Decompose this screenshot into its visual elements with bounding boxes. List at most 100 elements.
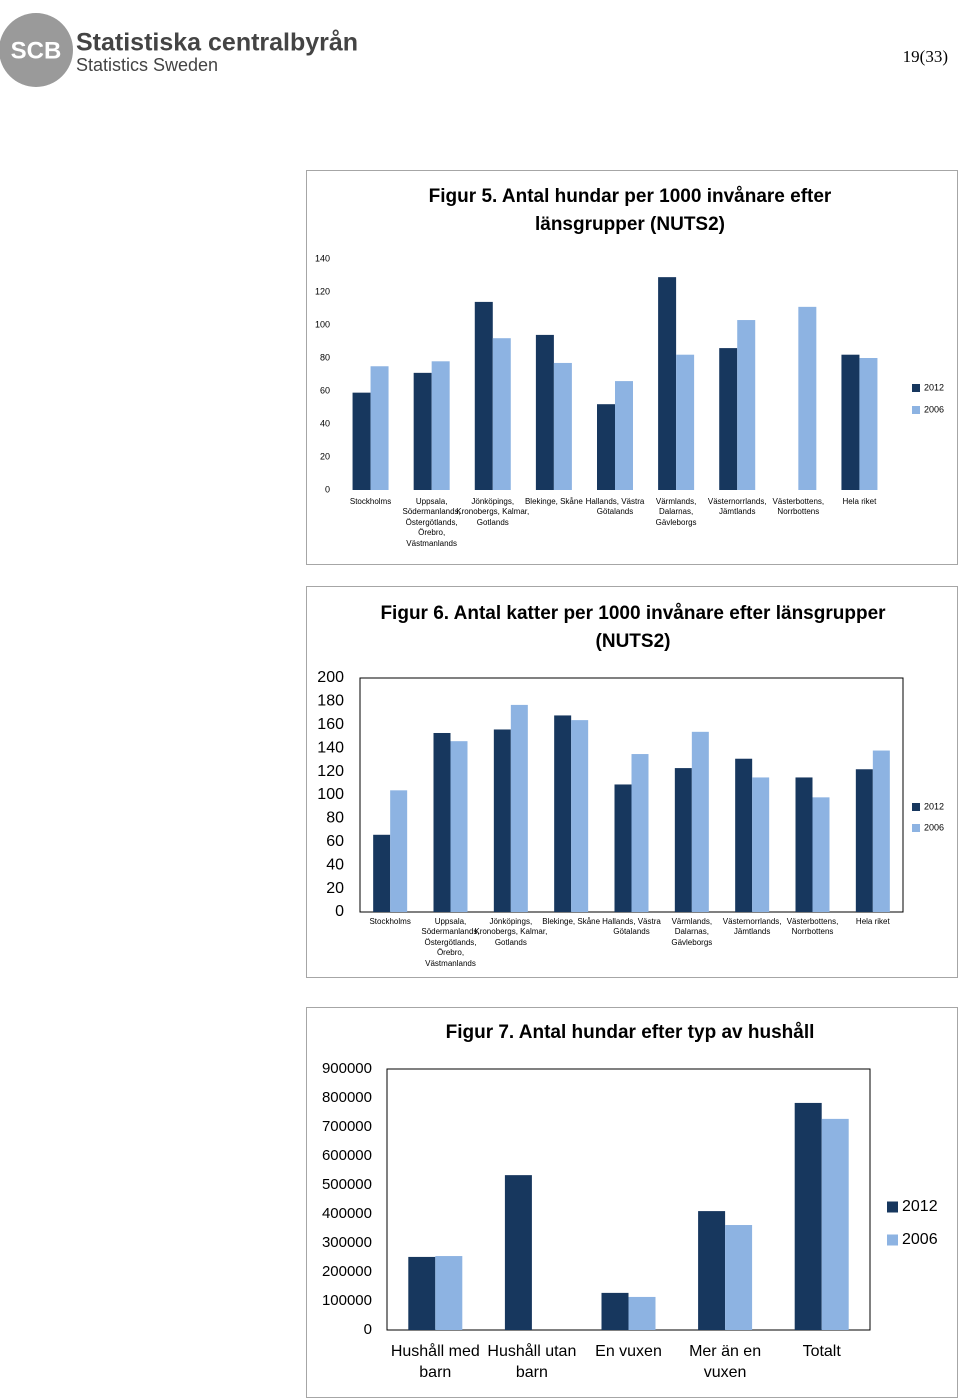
bar	[691, 731, 709, 912]
bar	[872, 750, 890, 912]
bar	[450, 741, 468, 912]
bar	[658, 277, 677, 490]
x-tick-label: Värmlands, Dalarnas, Gävleborgs	[655, 497, 697, 527]
chart-frame	[306, 1007, 958, 1398]
legend-label: 2012	[902, 1198, 938, 1215]
bar	[631, 754, 649, 912]
y-tick-label: 140	[315, 253, 330, 263]
y-tick-label: 60	[326, 833, 344, 850]
bar	[535, 334, 554, 490]
y-tick-label: 180	[317, 693, 344, 710]
y-tick-label: 900000	[322, 1060, 372, 1077]
bar	[737, 320, 756, 490]
bar	[413, 372, 432, 490]
y-tick-label: 20	[326, 880, 344, 897]
bar	[352, 392, 371, 490]
x-tick-label: Blekinge, Skåne	[524, 497, 583, 506]
legend-swatch	[912, 406, 920, 414]
x-tick-label: Jönköpings, Kronobergs, Kalmar, Gotlands	[474, 917, 548, 947]
bar	[601, 1292, 629, 1330]
bar	[571, 720, 589, 912]
bar	[370, 366, 389, 490]
bar	[373, 834, 391, 912]
bar	[841, 354, 860, 490]
bar	[859, 358, 878, 490]
y-tick-label: 500000	[322, 1176, 372, 1193]
y-tick-label: 800000	[322, 1089, 372, 1106]
legend-swatch	[912, 803, 920, 811]
bar	[614, 784, 632, 912]
bar	[794, 1102, 822, 1330]
bar	[821, 1118, 849, 1330]
y-tick-label: 20	[320, 451, 330, 461]
legend-label: 2012	[924, 801, 944, 811]
bar	[492, 338, 511, 490]
bar	[719, 348, 738, 490]
x-tick-label: Mer än en vuxen	[689, 1343, 762, 1381]
bar	[554, 715, 572, 912]
y-tick-label: 140	[317, 739, 344, 756]
bar	[493, 729, 511, 912]
bar	[725, 1225, 753, 1330]
legend-swatch	[912, 384, 920, 392]
y-tick-label: 100	[315, 319, 330, 329]
bar	[735, 758, 753, 912]
bar	[812, 797, 830, 912]
y-tick-label: 200000	[322, 1263, 372, 1280]
bar	[510, 704, 528, 912]
y-tick-label: 700000	[322, 1118, 372, 1135]
bar	[674, 768, 692, 912]
x-tick-label: Västernorrlands, Jämtlands	[722, 917, 782, 937]
bar	[752, 777, 770, 912]
y-tick-label: 400000	[322, 1205, 372, 1222]
legend-swatch	[887, 1201, 898, 1213]
x-tick-label: Hushåll utan barn	[487, 1343, 577, 1381]
x-tick-label: Västernorrlands, Jämtlands	[707, 497, 767, 517]
y-tick-label: 80	[326, 810, 344, 827]
y-tick-label: 40	[320, 418, 330, 428]
x-tick-label: Västerbottens, Norrbottens	[772, 497, 825, 517]
x-tick-label: Västerbottens, Norrbottens	[786, 917, 839, 937]
y-tick-label: 100000	[322, 1292, 372, 1309]
legend-label: 2012	[924, 382, 944, 392]
bar	[504, 1175, 532, 1330]
x-tick-label: Totalt	[802, 1343, 841, 1360]
chart-frame	[306, 586, 958, 978]
x-tick-label: Jönköpings, Kronobergs, Kalmar, Gotlands	[456, 497, 530, 527]
bar	[798, 306, 817, 490]
bar	[597, 404, 615, 490]
y-tick-label: 80	[320, 352, 330, 362]
chart-title: Figur 7. Antal hundar efter typ av hushå…	[445, 1022, 815, 1043]
x-tick-label: Hushåll med barn	[390, 1343, 480, 1381]
bar	[698, 1211, 726, 1330]
bar	[390, 790, 408, 912]
bar	[553, 362, 572, 490]
y-tick-label: 160	[317, 716, 344, 733]
bar	[676, 354, 695, 490]
bar	[795, 777, 813, 912]
bar	[855, 769, 873, 912]
legend-swatch	[887, 1234, 898, 1246]
x-tick-label: Stockholms	[349, 497, 392, 506]
chart-title: Figur 6. Antal katter per 1000 invånare …	[380, 603, 886, 652]
legend-label: 2006	[924, 404, 944, 414]
y-tick-label: 600000	[322, 1147, 372, 1164]
y-tick-label: 120	[315, 286, 330, 296]
logo-circle	[0, 13, 73, 87]
y-tick-label: 0	[335, 903, 344, 920]
x-tick-label: Stockholms	[369, 917, 411, 926]
x-tick-label: Hallands, Västra Götalands	[602, 917, 661, 937]
y-tick-label: 60	[320, 385, 330, 395]
y-tick-label: 0	[325, 484, 330, 494]
logo-title: Statistiska centralbyrån	[76, 29, 358, 57]
x-tick-label: Uppsala, Södermanlands, Östergötlands, Ö…	[421, 917, 480, 968]
x-tick-label: Värmlands, Dalarnas, Gävleborgs	[671, 917, 713, 947]
bar	[615, 381, 633, 490]
bar	[433, 732, 451, 912]
x-tick-label: Blekinge, Skåne	[542, 917, 601, 926]
x-tick-label: Hela riket	[855, 917, 890, 926]
y-tick-label: 0	[364, 1321, 372, 1338]
x-tick-label: En vuxen	[595, 1343, 662, 1360]
